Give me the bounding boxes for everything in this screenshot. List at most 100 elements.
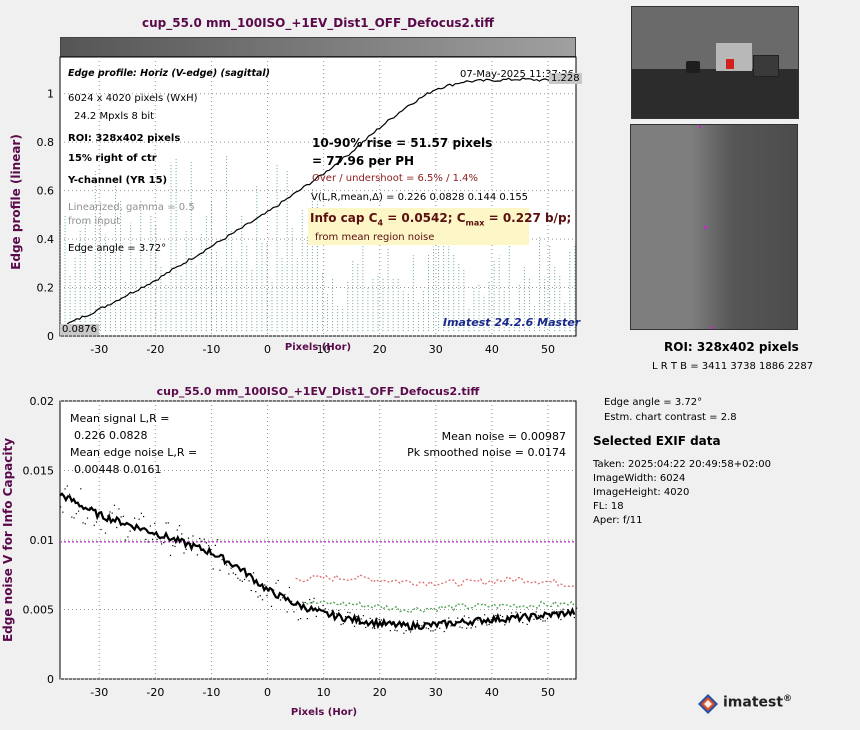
bottom-noise-mark bbox=[508, 621, 510, 623]
bottom-y-tick-label: 0.005 bbox=[23, 604, 55, 617]
bottom-noise-mark bbox=[425, 627, 427, 629]
info-cap-text: Info cap C4 = 0.0542; Cmax = 0.227 b/p; bbox=[310, 211, 572, 228]
top-y-tick-label: 1 bbox=[47, 88, 54, 101]
bottom-noise-mark bbox=[576, 607, 578, 609]
top-x-tick-label: 40 bbox=[485, 343, 499, 356]
bottom-noise-mark bbox=[371, 627, 374, 629]
bottom-noise-mark bbox=[217, 539, 219, 541]
bottom-noise-mark bbox=[192, 535, 194, 537]
bottom-noise-mark bbox=[567, 609, 569, 611]
bottom-noise-mark bbox=[416, 620, 418, 622]
bottom-noise-mark bbox=[466, 627, 468, 629]
bottom-noise-mark bbox=[468, 617, 470, 619]
right-edge-angle: Edge angle = 3.72° bbox=[604, 397, 703, 408]
bottom-noise-mark bbox=[342, 623, 344, 625]
bottom-noise-mark bbox=[291, 600, 293, 602]
bottom-xlabel: Pixels (Hor) bbox=[291, 707, 357, 718]
bottom-noise-mark bbox=[427, 628, 430, 630]
bottom-noise-mark bbox=[277, 579, 279, 582]
top-y-tick-label: 0.8 bbox=[37, 136, 55, 149]
exif-list: Taken: 2025:04:22 20:49:58+02:00 ImageWi… bbox=[593, 458, 771, 528]
bottom-noise-mark bbox=[546, 617, 549, 620]
bottom-noise-mark bbox=[176, 529, 178, 531]
bottom-noise-mark bbox=[95, 521, 98, 523]
pk-noise-text: Pk smoothed noise = 0.0174 bbox=[407, 446, 566, 459]
bottom-x-tick-label: 0 bbox=[264, 686, 271, 699]
bottom-x-tick-label: 50 bbox=[541, 686, 555, 699]
bottom-noise-mark bbox=[423, 621, 425, 623]
top-ylabel: Edge profile (linear) bbox=[9, 134, 23, 270]
bottom-noise-mark bbox=[178, 525, 181, 527]
bottom-noise-mark bbox=[275, 582, 277, 584]
bottom-noise-mark bbox=[531, 615, 533, 617]
bottom-noise-mark bbox=[286, 611, 288, 613]
bottom-noise-mark bbox=[196, 554, 199, 556]
bottom-noise-mark bbox=[537, 615, 540, 617]
bottom-noise-mark bbox=[282, 597, 284, 599]
min-label: 0.0876 bbox=[60, 324, 99, 335]
bottom-noise-mark bbox=[457, 617, 459, 619]
mean-edge-noise-text: Mean edge noise L,R = bbox=[70, 446, 198, 459]
bottom-noise-mark bbox=[432, 630, 434, 632]
bottom-noise-mark bbox=[533, 618, 535, 620]
bottom-noise-mark bbox=[540, 618, 542, 620]
bottom-noise-mark bbox=[62, 511, 64, 513]
bottom-noise-mark bbox=[183, 552, 185, 554]
bottom-noise-mark bbox=[477, 619, 479, 621]
bottom-noise-mark bbox=[297, 619, 300, 621]
top-chart: -30 -20 -10 0 10 20 30 40 50 0 0.2 0.4 0.6 0.8 1 Edge … bbox=[9, 56, 577, 356]
roi-marker-bottom bbox=[711, 326, 713, 329]
bottom-noise-mark bbox=[160, 543, 163, 545]
exif-item: Aper: f/11 bbox=[593, 515, 643, 526]
bottom-noise-mark bbox=[279, 599, 282, 601]
bottom-noise-mark bbox=[378, 618, 380, 621]
bottom-noise-mark bbox=[261, 599, 264, 601]
top-x-tick-label: 30 bbox=[429, 343, 443, 356]
overshoot-text: Over / undershoot = 6.5% / 1.4% bbox=[312, 173, 479, 184]
bottom-noise-mark bbox=[66, 485, 68, 487]
bottom-noise-mark bbox=[237, 577, 239, 579]
bottom-noise-mark bbox=[380, 619, 383, 621]
bottom-noise-mark bbox=[143, 515, 145, 518]
bottom-noise-mark bbox=[403, 632, 405, 634]
rise-text: 10-90% rise = 51.57 pixels bbox=[312, 136, 493, 150]
top-x-tick-label: -20 bbox=[146, 343, 164, 356]
bottom-noise-mark bbox=[82, 522, 84, 524]
bottom-noise-mark bbox=[324, 608, 326, 610]
bottom-noise-mark bbox=[167, 522, 169, 524]
from-noise-text: from mean region noise bbox=[315, 232, 435, 243]
exif-item: FL: 18 bbox=[593, 501, 624, 512]
bottom-noise-mark bbox=[80, 488, 82, 490]
bottom-noise-mark bbox=[288, 586, 291, 589]
bottom-noise-mark bbox=[230, 567, 232, 569]
bottom-noise-mark bbox=[560, 618, 562, 621]
mean-signal-value: 0.226 0.0828 bbox=[74, 429, 148, 442]
bottom-noise-mark bbox=[149, 525, 151, 527]
bottom-noise-mark bbox=[302, 601, 304, 603]
bottom-noise-mark bbox=[93, 524, 95, 526]
bottom-noise-mark bbox=[145, 538, 147, 541]
bottom-noise-mark bbox=[562, 608, 564, 610]
bottom-noise-mark bbox=[365, 626, 367, 629]
bottom-noise-mark bbox=[118, 508, 120, 510]
bottom-noise-mark bbox=[84, 523, 86, 525]
bottom-noise-mark bbox=[430, 630, 432, 632]
bottom-noise-mark bbox=[203, 538, 205, 540]
bottom-noise-mark bbox=[322, 604, 324, 607]
mean-noise-text: Mean noise = 0.00987 bbox=[441, 430, 566, 443]
bottom-noise-mark bbox=[306, 618, 308, 620]
imatest-logo-text: imatest® bbox=[723, 694, 793, 711]
bottom-noise-mark bbox=[77, 510, 80, 512]
top-x-tick-label: 0 bbox=[264, 343, 271, 356]
bottom-noise-mark bbox=[151, 538, 154, 540]
bottom-noise-mark bbox=[526, 623, 528, 625]
bottom-noise-mark bbox=[338, 609, 340, 612]
bottom-x-tick-label: -30 bbox=[90, 686, 108, 699]
channel-text: Y-channel (YR 15) bbox=[68, 175, 168, 186]
bottom-noise-mark bbox=[134, 517, 136, 519]
bottom-noise-mark bbox=[300, 618, 302, 620]
bottom-y-tick-label: 0 bbox=[47, 673, 54, 686]
bottom-noise-mark bbox=[169, 554, 172, 556]
pos-text: 15% right of ctr bbox=[68, 153, 157, 164]
bottom-noise-mark bbox=[358, 623, 360, 625]
